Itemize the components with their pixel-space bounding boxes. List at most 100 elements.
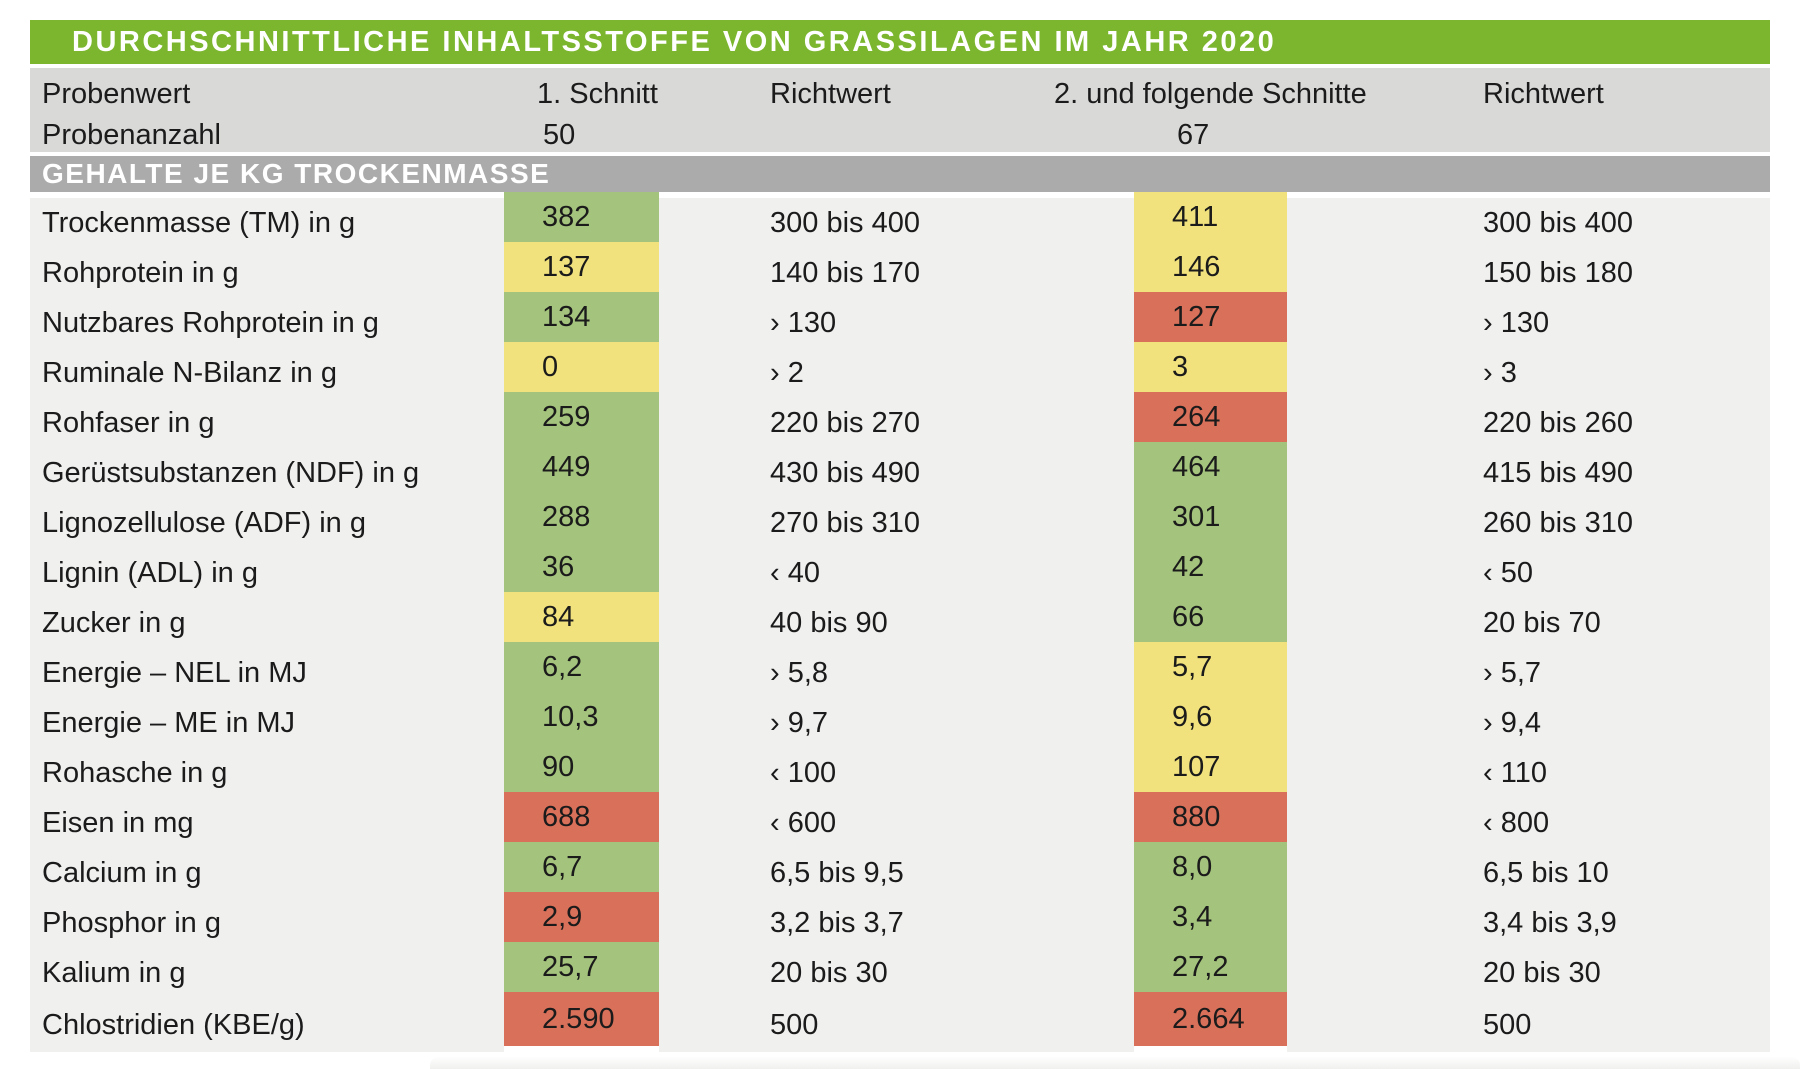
cut1-value-cell: 137: [504, 242, 659, 292]
row-label: Trockenmasse (TM) in g: [30, 198, 504, 248]
richtwert2-cell: 260 bis 310: [1287, 498, 1770, 548]
row-label: Lignin (ADL) in g: [30, 548, 504, 598]
cut1-value-cell: 2.590: [504, 992, 659, 1046]
row-label: Rohfaser in g: [30, 398, 504, 448]
richtwert1-cell: 500: [659, 998, 1134, 1052]
table-row: Ruminale N-Bilanz in g 0 › 2 3 › 3: [30, 342, 1770, 398]
cut1-value-cell: 382: [504, 192, 659, 242]
table-row: Calcium in g 6,7 6,5 bis 9,5 8,0 6,5 bis 10: [30, 842, 1770, 898]
row-label: Rohprotein in g: [30, 248, 504, 298]
table-row: Eisen in mg 688 ‹ 600 880 ‹ 800: [30, 792, 1770, 848]
richtwert1-cell: 6,5 bis 9,5: [659, 848, 1134, 898]
richtwert1-cell: ‹ 100: [659, 748, 1134, 798]
row-label: Kalium in g: [30, 948, 504, 998]
cut1-value-cell: 90: [504, 742, 659, 792]
row-label: Phosphor in g: [30, 898, 504, 948]
table-row: Trockenmasse (TM) in g 382 300 bis 400 411 3…: [30, 192, 1770, 248]
richtwert1-cell: › 5,8: [659, 648, 1134, 698]
table-row: Phosphor in g 2,9 3,2 bis 3,7 3,4 3,4 bis 3,…: [30, 892, 1770, 948]
cut2-value-cell: 3,4: [1134, 892, 1287, 942]
cut2-value-cell: 42: [1134, 542, 1287, 592]
col-header-schnitt1: 1. Schnitt: [537, 78, 658, 110]
column-header-block: Probenwert 1. Schnitt Richtwert 2. und f…: [30, 68, 1770, 152]
richtwert1-cell: 3,2 bis 3,7: [659, 898, 1134, 948]
cut1-value-cell: 259: [504, 392, 659, 442]
cropped-element-below-table: [430, 1057, 1800, 1069]
table-row: Kalium in g 25,7 20 bis 30 27,2 20 bis 30: [30, 942, 1770, 998]
richtwert2-cell: 300 bis 400: [1287, 198, 1770, 248]
richtwert2-cell: ‹ 800: [1287, 798, 1770, 848]
table-row: Chlostridien (KBE/g) 2.590 500 2.664 500: [30, 992, 1770, 1052]
richtwert2-cell: 20 bis 30: [1287, 948, 1770, 998]
row-label: Calcium in g: [30, 848, 504, 898]
cut1-value-cell: 288: [504, 492, 659, 542]
cut1-value-cell: 2,9: [504, 892, 659, 942]
cut2-value-cell: 2.664: [1134, 992, 1287, 1046]
cut2-value-cell: 880: [1134, 792, 1287, 842]
cut2-value-cell: 464: [1134, 442, 1287, 492]
cut2-value-cell: 146: [1134, 242, 1287, 292]
samples-count-schnitt2: 67: [1177, 119, 1210, 151]
col-header-schnitt2: 2. und folgende Schnitte: [1054, 78, 1367, 110]
richtwert1-cell: ‹ 40: [659, 548, 1134, 598]
richtwert1-cell: 430 bis 490: [659, 448, 1134, 498]
richtwert1-cell: › 9,7: [659, 698, 1134, 748]
table-row: Energie – NEL in MJ 6,2 › 5,8 5,7 › 5,7: [30, 642, 1770, 698]
richtwert2-cell: 20 bis 70: [1287, 598, 1770, 648]
richtwert2-cell: ‹ 50: [1287, 548, 1770, 598]
cut1-value-cell: 6,2: [504, 642, 659, 692]
richtwert1-cell: › 130: [659, 298, 1134, 348]
table-row: Lignozellulose (ADF) in g 288 270 bis 310 3…: [30, 492, 1770, 548]
richtwert1-cell: 300 bis 400: [659, 198, 1134, 248]
section-header-gehalte: GEHALTE JE KG TROCKENMASSE: [30, 156, 1770, 192]
cut2-value-cell: 264: [1134, 392, 1287, 442]
table-row: Rohprotein in g 137 140 bis 170 146 150 bis …: [30, 242, 1770, 298]
cut1-value-cell: 0: [504, 342, 659, 392]
cut2-value-cell: 9,6: [1134, 692, 1287, 742]
row-label: Energie – ME in MJ: [30, 698, 504, 748]
richtwert2-cell: 500: [1287, 998, 1770, 1052]
cut1-value-cell: 36: [504, 542, 659, 592]
row-label: Energie – NEL in MJ: [30, 648, 504, 698]
row-label: Eisen in mg: [30, 798, 504, 848]
richtwert1-cell: 140 bis 170: [659, 248, 1134, 298]
richtwert1-cell: ‹ 600: [659, 798, 1134, 848]
cut2-value-cell: 66: [1134, 592, 1287, 642]
table-title: DURCHSCHNITTLICHE INHALTSSTOFFE VON GRAS…: [30, 20, 1770, 64]
cut2-value-cell: 8,0: [1134, 842, 1287, 892]
table-row: Rohasche in g 90 ‹ 100 107 ‹ 110: [30, 742, 1770, 798]
cut1-value-cell: 449: [504, 442, 659, 492]
row-label: Lignozellulose (ADF) in g: [30, 498, 504, 548]
samples-count-schnitt1: 50: [543, 119, 576, 151]
col-header-probenwert: Probenwert: [42, 78, 191, 110]
row-label: Zucker in g: [30, 598, 504, 648]
richtwert2-cell: ‹ 110: [1287, 748, 1770, 798]
silage-content-table: DURCHSCHNITTLICHE INHALTSSTOFFE VON GRAS…: [30, 20, 1770, 1052]
cut2-value-cell: 411: [1134, 192, 1287, 242]
cut2-value-cell: 3: [1134, 342, 1287, 392]
cut1-value-cell: 84: [504, 592, 659, 642]
samples-label: Probenanzahl: [42, 119, 221, 151]
cut2-value-cell: 5,7: [1134, 642, 1287, 692]
richtwert2-cell: › 5,7: [1287, 648, 1770, 698]
richtwert1-cell: 220 bis 270: [659, 398, 1134, 448]
richtwert1-cell: 20 bis 30: [659, 948, 1134, 998]
richtwert2-cell: 150 bis 180: [1287, 248, 1770, 298]
cut1-value-cell: 6,7: [504, 842, 659, 892]
table-row: Gerüstsubstanzen (NDF) in g 449 430 bis 49…: [30, 442, 1770, 498]
richtwert2-cell: › 130: [1287, 298, 1770, 348]
cut2-value-cell: 301: [1134, 492, 1287, 542]
row-label: Rohasche in g: [30, 748, 504, 798]
cut2-value-cell: 107: [1134, 742, 1287, 792]
richtwert2-cell: 415 bis 490: [1287, 448, 1770, 498]
col-header-richtwert1: Richtwert: [770, 78, 891, 110]
richtwert1-cell: 40 bis 90: [659, 598, 1134, 648]
table-row: Lignin (ADL) in g 36 ‹ 40 42 ‹ 50: [30, 542, 1770, 598]
richtwert2-cell: › 3: [1287, 348, 1770, 398]
table-row: Zucker in g 84 40 bis 90 66 20 bis 70: [30, 592, 1770, 648]
richtwert1-cell: › 2: [659, 348, 1134, 398]
row-label: Gerüstsubstanzen (NDF) in g: [30, 448, 504, 498]
richtwert1-cell: 270 bis 310: [659, 498, 1134, 548]
cut2-value-cell: 27,2: [1134, 942, 1287, 992]
cut1-value-cell: 688: [504, 792, 659, 842]
